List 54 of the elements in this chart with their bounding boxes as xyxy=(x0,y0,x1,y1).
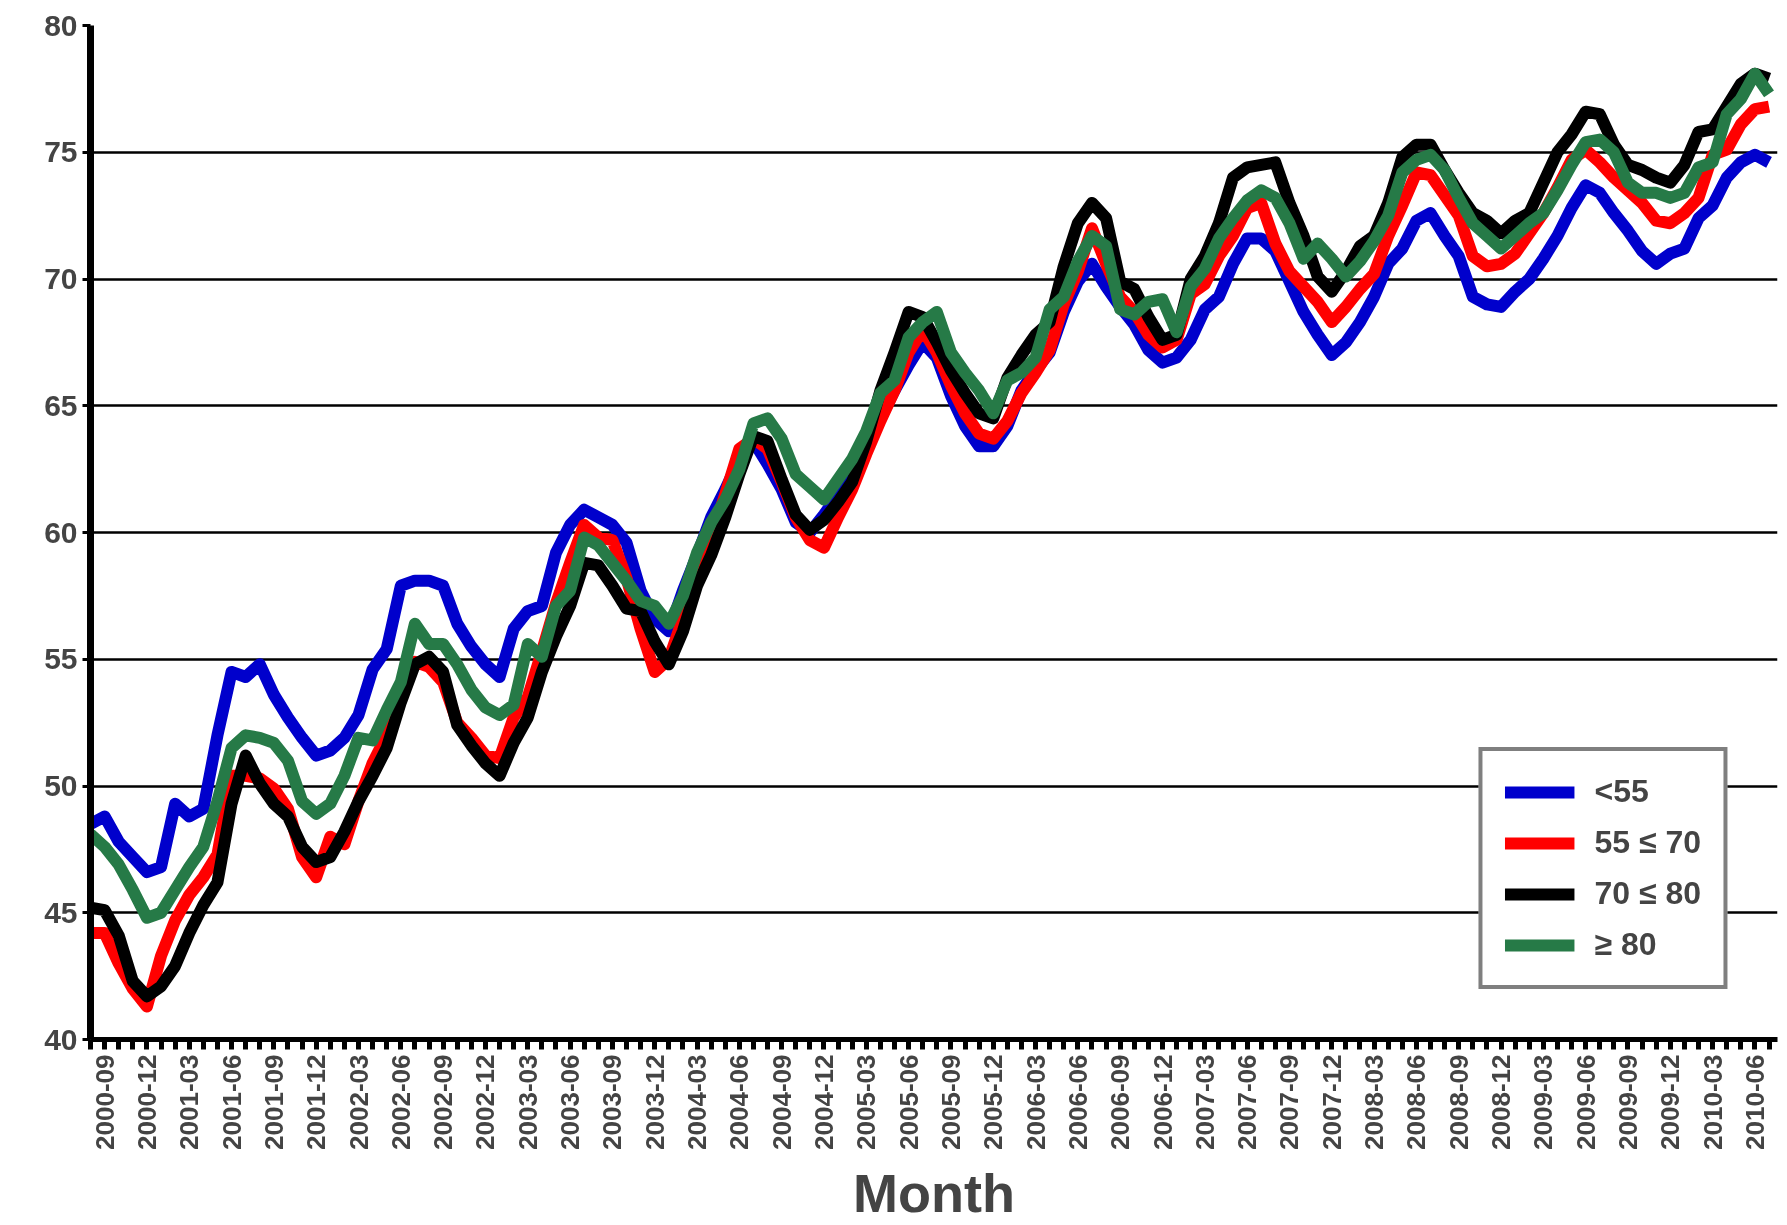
x-tick-label: 2008-06 xyxy=(1401,1054,1432,1150)
x-tick-label: 2005-09 xyxy=(935,1054,966,1150)
x-tick-label: 2009-03 xyxy=(1528,1054,1559,1150)
x-tick-label: 2008-03 xyxy=(1359,1054,1390,1150)
legend-label: <55 xyxy=(1594,773,1649,810)
x-tick-label: 2010-03 xyxy=(1697,1054,1728,1150)
x-tick-label: 2007-06 xyxy=(1232,1054,1263,1150)
x-tick-label: 2005-06 xyxy=(893,1054,924,1150)
x-tick-label: 2009-06 xyxy=(1570,1054,1601,1150)
x-tick-label: 2003-09 xyxy=(597,1054,628,1150)
x-tick-label: 2002-06 xyxy=(385,1054,416,1150)
x-tick-label: 2007-12 xyxy=(1316,1054,1347,1150)
legend-label: ≥ 80 xyxy=(1594,926,1657,963)
y-tick-label: 45 xyxy=(44,895,78,929)
x-tick-label: 2000-12 xyxy=(131,1054,162,1150)
y-tick-label: 65 xyxy=(44,388,78,422)
x-tick-label: 2004-03 xyxy=(682,1054,713,1150)
x-tick-label: 2004-06 xyxy=(724,1054,755,1150)
x-tick-label: 2008-12 xyxy=(1486,1054,1517,1150)
x-tick-label: 2005-12 xyxy=(978,1054,1009,1150)
x-tick-label: 2000-09 xyxy=(89,1054,120,1150)
x-tick-label: 2010-06 xyxy=(1739,1054,1770,1150)
y-tick-label: 80 xyxy=(44,8,78,42)
x-tick-label: 2002-12 xyxy=(470,1054,501,1150)
x-tick-label: 2006-09 xyxy=(1105,1054,1136,1150)
y-tick-label: 60 xyxy=(44,515,78,549)
y-tick-label: 40 xyxy=(44,1022,78,1056)
x-tick-label: 2003-06 xyxy=(555,1054,586,1150)
x-tick-label: 2008-09 xyxy=(1443,1054,1474,1150)
x-tick-label: 2001-03 xyxy=(174,1054,205,1150)
x-tick-label: 2007-03 xyxy=(1189,1054,1220,1150)
legend-label: 55 ≤ 70 xyxy=(1594,824,1701,861)
y-tick-label: 75 xyxy=(44,135,78,169)
x-tick-label: 2006-12 xyxy=(1147,1054,1178,1150)
x-tick-label: 2003-12 xyxy=(639,1054,670,1150)
x-tick-label: 2007-09 xyxy=(1274,1054,1305,1150)
y-tick-label: 50 xyxy=(44,769,78,802)
x-tick-label: 2001-06 xyxy=(216,1054,247,1150)
x-tick-label: 2004-09 xyxy=(766,1054,797,1150)
x-tick-label: 2002-03 xyxy=(343,1054,374,1150)
x-tick-label: 2009-09 xyxy=(1612,1054,1643,1150)
x-tick-label: 2004-12 xyxy=(808,1054,839,1150)
y-tick-label: 70 xyxy=(44,262,78,295)
x-tick-label: 2001-09 xyxy=(258,1054,289,1150)
x-tick-label: 2009-12 xyxy=(1655,1054,1686,1150)
x-tick-label: 2001-12 xyxy=(301,1054,332,1150)
x-axis-title: Month xyxy=(853,1162,1015,1223)
x-tick-label: 2006-03 xyxy=(1020,1054,1051,1150)
x-tick-label: 2006-06 xyxy=(1062,1054,1093,1150)
legend-label: 70 ≤ 80 xyxy=(1594,875,1701,912)
y-tick-label: 55 xyxy=(44,642,78,676)
x-tick-label: 2002-09 xyxy=(428,1054,459,1150)
x-tick-label: 2005-03 xyxy=(851,1054,882,1150)
x-tick-label: 2003-03 xyxy=(512,1054,543,1150)
